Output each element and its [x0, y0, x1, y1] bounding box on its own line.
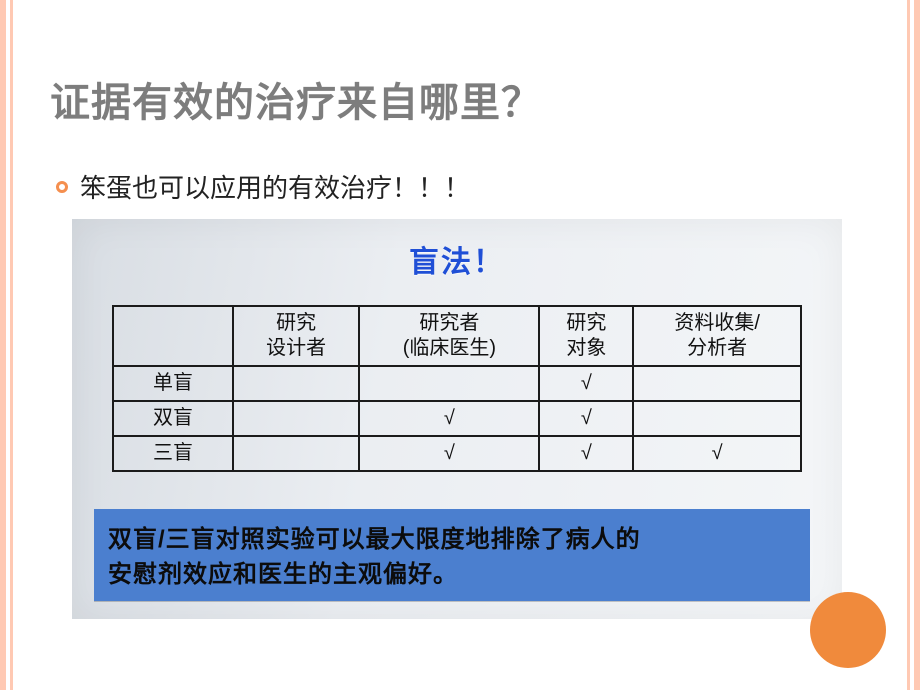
- col-researcher: 研究者(临床医生): [359, 306, 539, 366]
- col-analyst: 资料收集/分析者: [633, 306, 801, 366]
- col-blank: [113, 306, 233, 366]
- embedded-photo: 盲法！ 研究设计者 研究者(临床医生) 研究对象 资料收集/分析者 单盲 √: [72, 219, 842, 619]
- col-subject: 研究对象: [539, 306, 633, 366]
- highlight-line-1: 双盲/三盲对照实验可以最大限度地排除了病人的: [108, 519, 796, 554]
- cell: √: [633, 436, 801, 471]
- table-row: 双盲 √ √: [113, 401, 801, 436]
- table-row: 三盲 √ √ √: [113, 436, 801, 471]
- bullet-text: 笨蛋也可以应用的有效治疗！！！: [80, 168, 470, 205]
- col-designer: 研究设计者: [233, 306, 359, 366]
- slide-title: 证据有效的治疗来自哪里？: [50, 70, 880, 128]
- row-label: 双盲: [113, 401, 233, 436]
- table-header-row: 研究设计者 研究者(临床医生) 研究对象 资料收集/分析者: [113, 306, 801, 366]
- blinding-table: 研究设计者 研究者(临床医生) 研究对象 资料收集/分析者 单盲 √ 双盲: [112, 305, 802, 472]
- cell: [233, 401, 359, 436]
- cell: [359, 366, 539, 401]
- table-row: 单盲 √: [113, 366, 801, 401]
- bullet-ring-icon: [56, 181, 68, 193]
- slide-content: 证据有效的治疗来自哪里？ 笨蛋也可以应用的有效治疗！！！ 盲法！ 研究设计者 研…: [50, 70, 880, 619]
- cell: [633, 401, 801, 436]
- photo-heading: 盲法！: [72, 219, 842, 281]
- cell: [233, 436, 359, 471]
- bullet-row: 笨蛋也可以应用的有效治疗！！！: [56, 168, 880, 205]
- decorative-circle-icon: [810, 592, 886, 668]
- cell: [633, 366, 801, 401]
- row-label: 单盲: [113, 366, 233, 401]
- cell: √: [539, 366, 633, 401]
- cell: √: [359, 401, 539, 436]
- cell: √: [539, 401, 633, 436]
- highlight-box: 双盲/三盲对照实验可以最大限度地排除了病人的 安慰剂效应和医生的主观偏好。: [94, 509, 810, 601]
- highlight-line-2: 安慰剂效应和医生的主观偏好。: [108, 554, 796, 589]
- cell: [233, 366, 359, 401]
- cell: √: [359, 436, 539, 471]
- cell: √: [539, 436, 633, 471]
- row-label: 三盲: [113, 436, 233, 471]
